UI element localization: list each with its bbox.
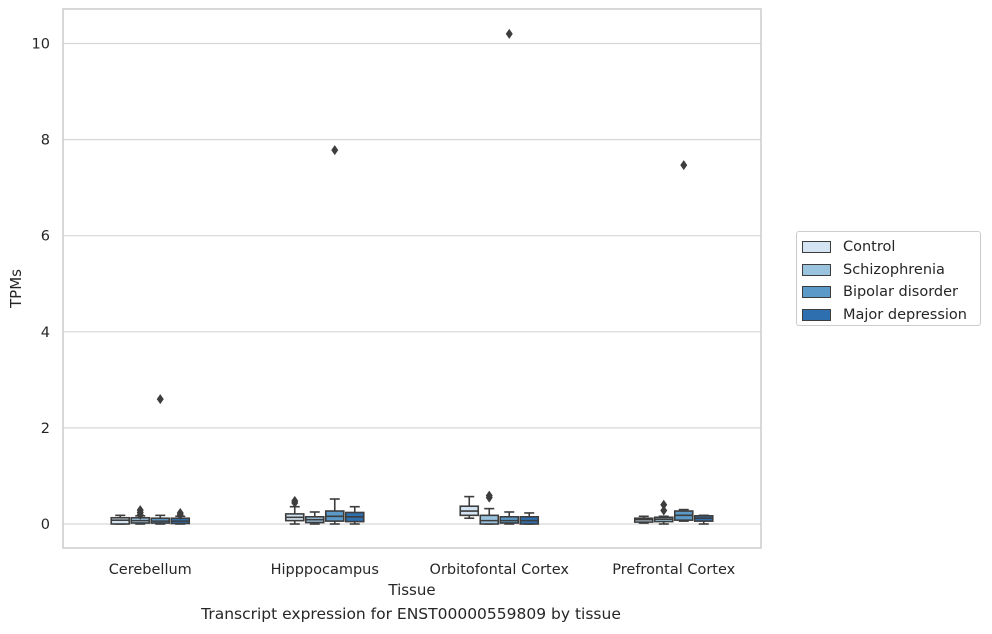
outlier-point (176, 507, 184, 518)
outlier-point (660, 505, 668, 516)
legend-label: Control (843, 239, 896, 256)
box (479, 514, 500, 525)
legend-label: Major depression (843, 306, 967, 323)
legend-item: Schizophrenia (802, 259, 980, 282)
legend-label: Schizophrenia (843, 261, 945, 278)
outlier-point (136, 505, 144, 516)
legend-swatch (802, 286, 831, 299)
outlier-point (485, 490, 493, 501)
legend-swatch (802, 241, 831, 254)
plot-area (63, 9, 761, 548)
outlier-point (291, 495, 299, 506)
legend-swatch (802, 308, 831, 321)
x-tick-label: Prefrontal Cortex (612, 562, 735, 578)
chart-caption: Transcript expression for ENST0000055980… (201, 605, 621, 623)
x-tick-label: Orbitofontal Cortex (430, 562, 570, 578)
plot-frame (62, 8, 762, 549)
legend-item: Major depression (802, 304, 980, 327)
legend-item: Bipolar disorder (802, 281, 980, 304)
x-axis-label: Tissue (387, 581, 435, 599)
y-tick-label: 10 (32, 37, 50, 53)
outlier-point (156, 394, 164, 405)
y-tick-label: 0 (41, 517, 50, 533)
legend-item: Control (802, 236, 980, 259)
legend: Control Schizophrenia Bipolar disorder Majo… (796, 231, 981, 326)
y-tick-label: 6 (41, 229, 50, 245)
x-tick-label: Cerebellum (109, 562, 192, 578)
outlier-point (660, 499, 668, 510)
x-tick-label: Hipppocampus (271, 562, 379, 578)
y-tick-label: 2 (41, 421, 50, 437)
legend-swatch (802, 263, 831, 276)
legend-label: Bipolar disorder (843, 284, 958, 301)
outlier-point (505, 28, 513, 39)
y-tick-label: 8 (41, 133, 50, 149)
y-axis-label: TPMs (7, 269, 25, 309)
outlier-point (331, 145, 339, 156)
y-tick-label: 4 (41, 325, 50, 341)
outlier-point (680, 160, 688, 171)
